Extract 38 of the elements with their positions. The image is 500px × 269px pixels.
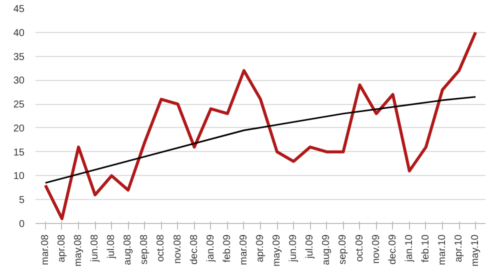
y-tick-label: 40: [13, 28, 25, 39]
x-tick-label: mar.08: [40, 234, 51, 266]
x-tick-label: apr.10: [454, 234, 465, 262]
x-tick-label: jan.09: [205, 234, 216, 263]
x-tick-label: jan.10: [404, 234, 415, 263]
x-tick-label: dec.09: [387, 234, 398, 265]
x-tick-label: jun.09: [288, 234, 300, 263]
x-tick-label: may.10: [470, 234, 482, 267]
y-tick-label: 20: [13, 123, 25, 134]
x-tick-label: oct.08: [156, 234, 167, 262]
x-tick-label: aug.09: [321, 234, 332, 266]
x-tick-label: dec.08: [188, 234, 200, 265]
x-tick-label: may.08: [73, 234, 84, 267]
x-tick-label: nov.08: [172, 234, 184, 264]
x-tick-label: may.09: [272, 234, 283, 267]
x-tick-label: mar.10: [436, 234, 448, 266]
line-series: [44, 30, 478, 220]
x-tick-label: jul.08: [106, 234, 118, 260]
y-tick-label: 5: [18, 195, 25, 206]
y-tick-label: 0: [18, 219, 25, 230]
y-tick-label: 10: [13, 171, 25, 182]
x-tick-label: aug.08: [122, 234, 134, 266]
x-tick-label: feb.09: [222, 234, 233, 262]
x-tick-label: jul.09: [304, 234, 316, 260]
y-tick-label: 25: [13, 100, 25, 111]
y-tick-label: 30: [13, 76, 25, 87]
x-tick-label: jun.08: [90, 234, 101, 263]
x-tick-label: sep.08: [139, 234, 150, 265]
x-tick-label: apr.08: [56, 234, 68, 262]
x-tick-label: oct.09: [354, 234, 366, 262]
y-tick-label: 35: [13, 52, 25, 63]
x-tick-label: mar.09: [238, 234, 250, 266]
x-tick-label: feb.10: [420, 234, 432, 262]
y-tick-label: 15: [13, 147, 25, 158]
y-tick-label: 45: [13, 4, 25, 15]
x-tick-label: sep.09: [338, 234, 349, 265]
x-tick-label: apr.09: [255, 234, 266, 262]
x-tick-label: nov.09: [370, 234, 382, 264]
